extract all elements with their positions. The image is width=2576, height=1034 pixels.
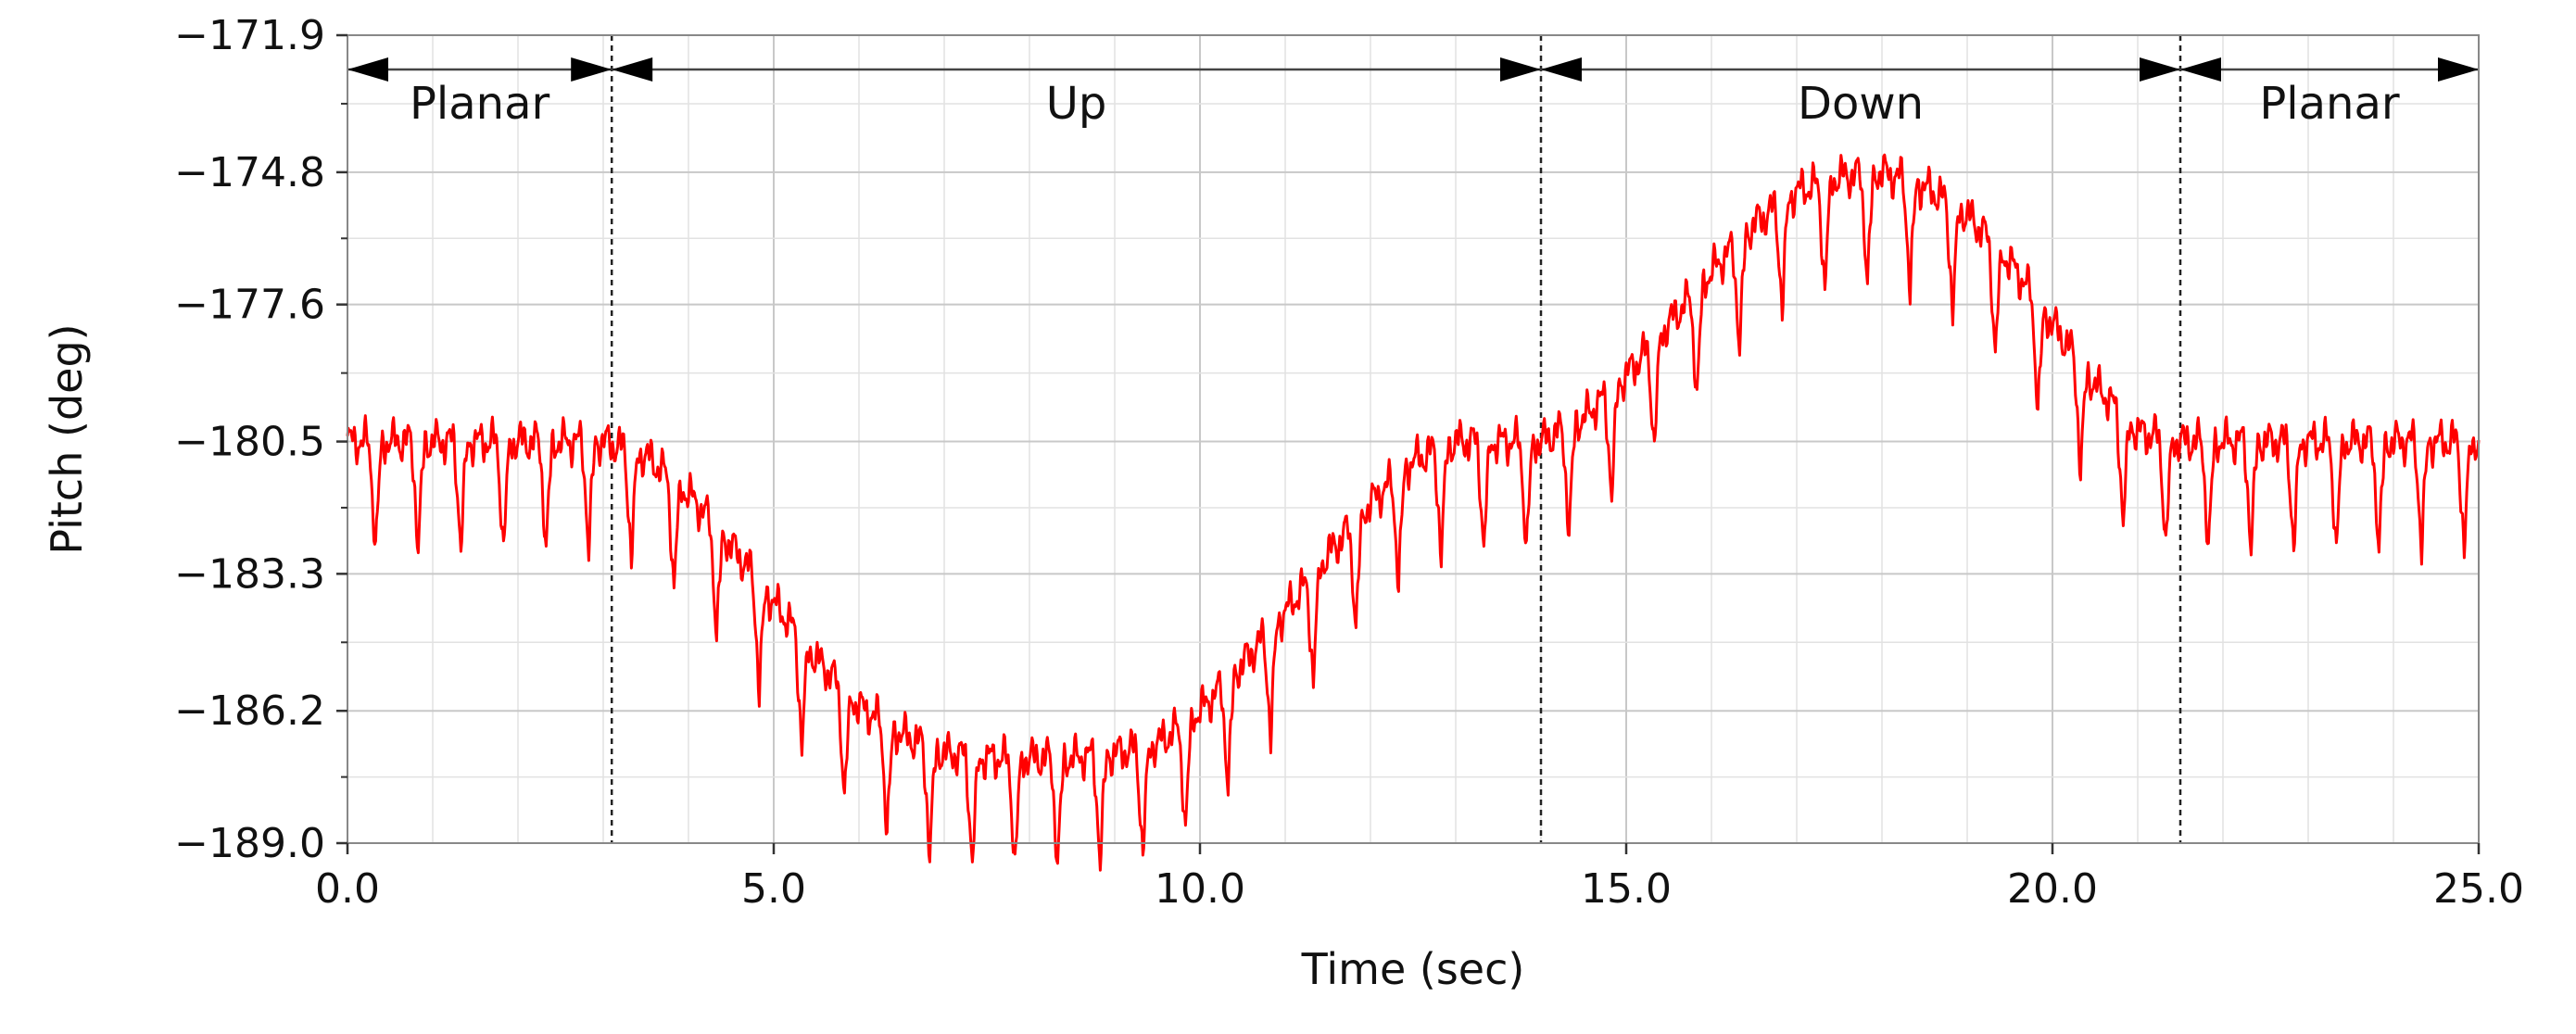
x-tick-label: 0.0 <box>315 865 380 913</box>
phase-label: Down <box>1798 78 1924 130</box>
y-tick-label: −174.8 <box>174 149 325 196</box>
phase-arrow-head-right <box>1500 57 1541 82</box>
y-tick-label: −183.3 <box>174 550 325 598</box>
phase-arrow-head-right <box>2140 57 2180 82</box>
x-tick-label: 15.0 <box>1581 865 1672 913</box>
phase-arrow-head-right <box>2438 57 2479 82</box>
phase-arrow-head-left <box>347 57 388 82</box>
series-group <box>346 153 2481 872</box>
phase-label: Planar <box>410 78 550 130</box>
phase-label: Planar <box>2259 78 2400 130</box>
phase-boundaries <box>610 35 2182 843</box>
y-tick-label: −189.0 <box>174 820 325 867</box>
y-tick-label: −171.9 <box>174 12 325 59</box>
phase-arrow-head-left <box>2180 57 2221 82</box>
y-axis-ticks: −171.9 −174.8 −177.6 −180.5 −183.3 −186.2 −189… <box>174 12 347 867</box>
phase-labels: Planar Up Down Planar <box>410 78 2400 130</box>
phase-arrow-head-left <box>612 57 653 82</box>
series-line-pitch <box>346 153 2481 872</box>
x-tick-label: 25.0 <box>2433 865 2524 913</box>
y-axis-label: Pitch (deg) <box>42 323 92 554</box>
x-tick-label: 5.0 <box>741 865 806 913</box>
y-tick-label: −186.2 <box>174 687 325 735</box>
x-tick-label: 10.0 <box>1155 865 1245 913</box>
plot-frame <box>347 34 2480 844</box>
y-tick-label: −177.6 <box>174 282 325 329</box>
x-axis-label: Time (sec) <box>1301 944 1525 994</box>
phase-arrow-head-left <box>1541 57 1582 82</box>
phase-label: Up <box>1046 78 1107 130</box>
phase-arrows <box>347 57 2479 82</box>
x-tick-label: 20.0 <box>2007 865 2098 913</box>
y-tick-label: −180.5 <box>174 419 325 466</box>
phase-arrow-head-right <box>571 57 612 82</box>
x-axis-ticks: 0.0 5.0 10.0 15.0 20.0 25.0 <box>315 843 2524 913</box>
